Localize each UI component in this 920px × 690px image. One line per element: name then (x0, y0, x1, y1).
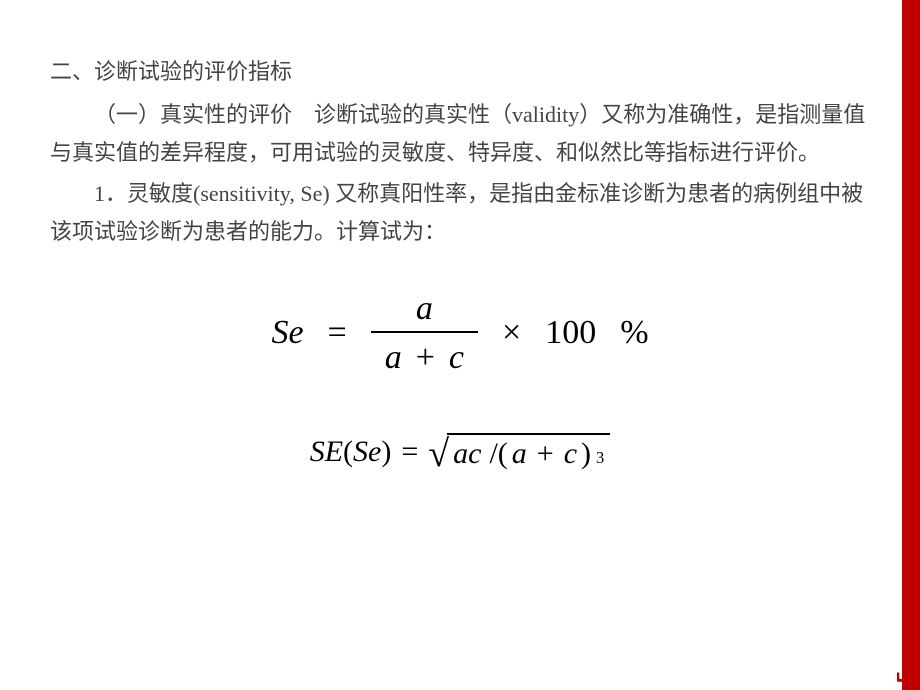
f2-Se: Se (353, 435, 381, 468)
f2-rp: ) (581, 437, 591, 471)
paragraph-validity: （一）真实性的评价 诊断试验的真实性（validity）又称为准确性，是指测量值… (50, 96, 870, 173)
section-heading: 二、诊断试验的评价指标 (50, 52, 870, 92)
f2-c: c (564, 437, 577, 471)
f2-eq: = (401, 435, 418, 469)
f1-den: a + c (371, 333, 478, 376)
f2-ac: ac (453, 437, 481, 471)
f1-den-plus: + (416, 339, 435, 376)
content-area: 二、诊断试验的评价指标 （一）真实性的评价 诊断试验的真实性（validity）… (50, 52, 870, 254)
sqrt-icon: √ (428, 435, 449, 473)
formula-block: Se = a a + c × 100 % S (0, 290, 920, 471)
f2-rparen: ) (381, 435, 391, 468)
f2-SE: SE (310, 435, 343, 468)
f1-den-a: a (385, 339, 402, 376)
f1-percent: % (620, 314, 648, 352)
f2-radicand: ac /(a + c)3 (447, 433, 610, 471)
f1-fraction: a a + c (371, 290, 478, 377)
f2-lparen: ( (343, 435, 353, 468)
formula-se-wrap: SE(Se) = √ ac /(a + c)3 (0, 433, 920, 471)
slide: 二、诊断试验的评价指标 （一）真实性的评价 诊断试验的真实性（validity）… (0, 0, 920, 690)
page-number: 5 (892, 670, 918, 683)
f1-eq: = (328, 314, 347, 352)
formula-se: SE(Se) = √ ac /(a + c)3 (310, 433, 611, 471)
f2-plus: + (537, 437, 554, 471)
f1-hundred: 100 (545, 314, 596, 352)
formula-sensitivity: Se = a a + c × 100 % (271, 290, 648, 377)
paragraph-sensitivity-a: 1．灵敏度(sensitivity, Se) 又称真阳性率，是指由金标准诊断为患… (50, 175, 870, 252)
f2-exp: 3 (596, 448, 604, 468)
f1-times: × (502, 314, 521, 352)
f2-sqrt: √ ac /(a + c)3 (428, 433, 610, 471)
f1-lhs: Se (271, 314, 303, 352)
f1-num: a (376, 290, 473, 331)
f2-a: a (512, 437, 527, 471)
f2-slash: /( (489, 437, 507, 471)
f1-den-c: c (449, 339, 464, 376)
